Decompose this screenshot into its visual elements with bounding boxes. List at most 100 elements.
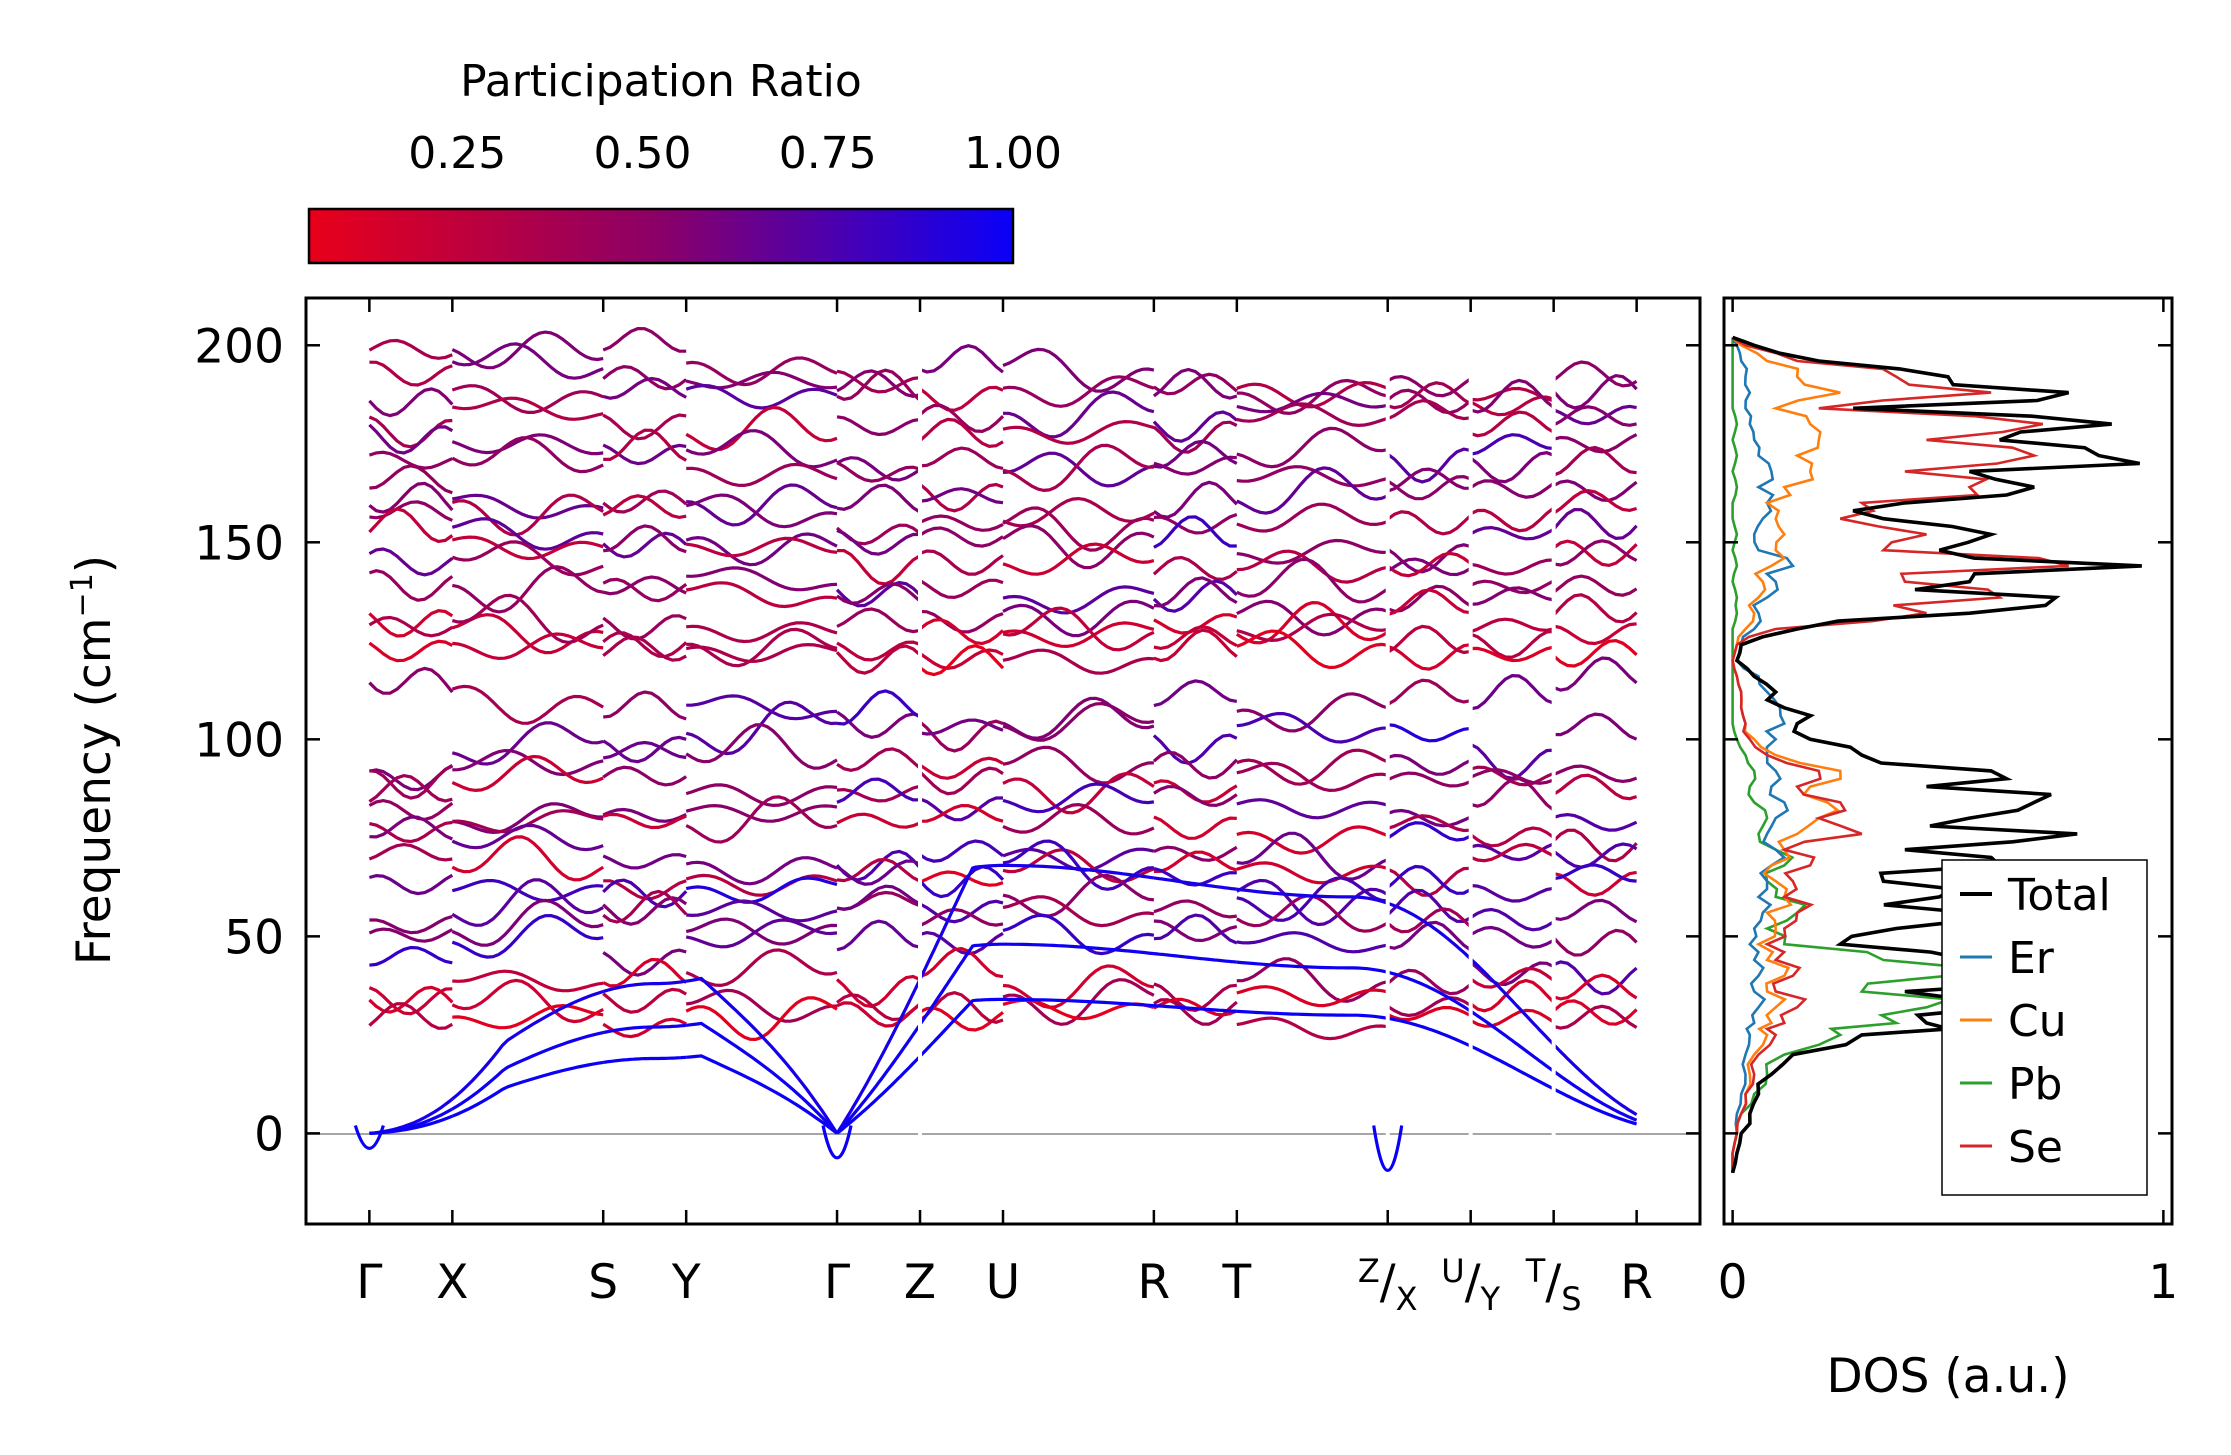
acoustic-band: [918, 942, 1003, 1026]
phonon-band: [919, 946, 1004, 979]
acoustic-band: [918, 997, 1003, 1058]
phonon-band: [1236, 861, 1389, 885]
phonon-band: [1002, 745, 1154, 785]
phonon-band: [1469, 925, 1555, 949]
phonon-band: [602, 614, 687, 641]
phonon-band: [685, 996, 838, 1042]
phonon-band: [1002, 802, 1155, 836]
imaginary-mode: [821, 1125, 853, 1160]
acoustic-band: [1003, 863, 1155, 880]
phonon-band: [1152, 579, 1238, 613]
phonon-band: [1002, 621, 1155, 649]
phonon-band: [1386, 624, 1471, 655]
phonon-band: [1236, 957, 1389, 1003]
colorbar: Participation Ratio 0.25 0.50 0.75 1.00: [307, 56, 1062, 265]
phonon-band: [452, 396, 604, 421]
phonon-band: [603, 428, 688, 462]
phonon-band: [1387, 643, 1471, 671]
acoustic-band: [451, 1031, 604, 1111]
phonon-band: [1153, 515, 1237, 549]
phonon-band: [836, 859, 921, 886]
acoustic-band: [686, 1021, 839, 1135]
phonon-band: [451, 878, 604, 927]
phonon-band: [602, 635, 687, 662]
phonon-band: [602, 948, 687, 977]
phonon-band: [451, 493, 604, 537]
phonon-band: [685, 795, 838, 844]
acoustic-band: [1552, 1069, 1638, 1122]
phonon-band: [602, 443, 687, 466]
phonon-band: [1470, 776, 1555, 812]
phonon-band: [685, 723, 838, 770]
phonon-band: [1236, 599, 1389, 637]
phonon-band: [685, 493, 838, 529]
phonon-band: [1470, 617, 1554, 634]
phonon-band: [1553, 445, 1637, 477]
phonon-band: [1387, 723, 1471, 743]
phonon-band: [369, 764, 453, 800]
phonon-band: [1387, 771, 1472, 788]
phonon-band: [451, 898, 604, 947]
phonon-band: [836, 461, 921, 483]
phonon-band: [1002, 506, 1155, 552]
phonon-band: [1387, 814, 1471, 833]
phonon-band: [836, 689, 921, 726]
phonon-band: [1002, 451, 1155, 488]
phonon-band: [1553, 433, 1638, 454]
phonon-band: [1153, 845, 1238, 862]
phonon-band: [1002, 443, 1154, 493]
phonon-band: [1553, 764, 1638, 784]
phonon-band: [1386, 888, 1472, 924]
phonon-band: [919, 644, 1005, 677]
phonon-band: [1469, 525, 1555, 541]
phonon-band: [451, 517, 604, 551]
phonon-band: [836, 368, 922, 402]
phonon-band: [1002, 964, 1155, 1010]
phonon-band: [686, 356, 838, 387]
phonon-band: [1236, 466, 1389, 515]
phonon-band: [1553, 812, 1638, 832]
phonon-band: [451, 823, 604, 852]
phonon-band: [1387, 374, 1472, 398]
x-tick-label: T/S: [1525, 1252, 1582, 1318]
phonon-band: [602, 326, 687, 353]
phonon-band: [1002, 772, 1155, 815]
phonon-band: [1235, 878, 1389, 927]
segment-breaks: [918, 338, 1556, 1164]
x-tick-label: Z/X: [1358, 1252, 1418, 1318]
phonon-band: [1552, 373, 1638, 410]
phonon-band: [685, 803, 838, 823]
phonon-band: [369, 815, 453, 841]
phonon-band: [685, 856, 838, 886]
phonon-band: [1552, 638, 1638, 668]
phonon-band: [1002, 347, 1155, 393]
phonon-band: [1152, 750, 1238, 780]
phonon-band: [1386, 996, 1472, 1018]
phonon-band: [836, 747, 922, 772]
legend-label: Pb: [2008, 1059, 2062, 1110]
phonon-band: [602, 575, 687, 596]
phonon-band: [685, 783, 838, 808]
phonon-band: [451, 384, 604, 414]
phonon-band: [836, 812, 921, 829]
phonon-band: [919, 870, 1004, 887]
phonon-band: [451, 540, 604, 577]
colorbar-tick-label: 0.25: [408, 128, 506, 179]
phonon-band: [919, 549, 1004, 576]
phonon-band: [1470, 673, 1555, 711]
acoustic-band: [1469, 1009, 1555, 1073]
y-axis-title: Frequency (cm−1): [65, 555, 122, 965]
phonon-band: [1387, 399, 1471, 421]
phonon-band: [836, 784, 921, 803]
phonon-band: [1470, 842, 1555, 863]
phonon-band: [368, 569, 454, 602]
phonon-band: [368, 387, 454, 418]
phonon-band: [1236, 629, 1388, 670]
phonon-band: [1386, 968, 1472, 996]
phonon-band: [686, 621, 838, 644]
phonon-band: [1469, 978, 1555, 1013]
phonon-band: [1387, 1006, 1472, 1022]
phonon-band: [685, 948, 838, 988]
phonon-band: [602, 577, 688, 603]
